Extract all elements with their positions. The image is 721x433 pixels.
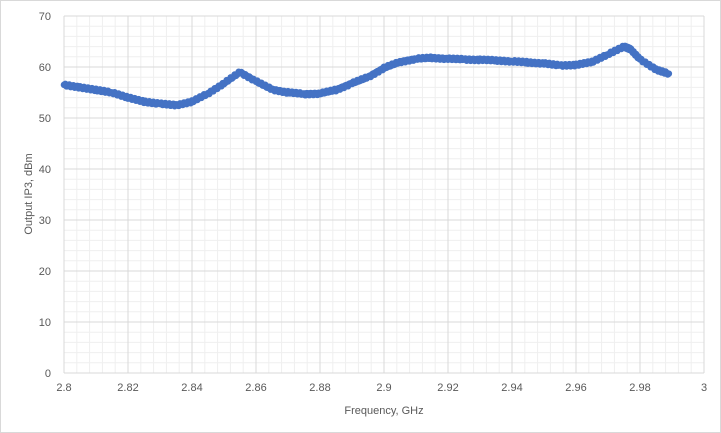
y-tick-label: 70: [39, 11, 51, 23]
x-tick-label: 2.9: [376, 382, 391, 394]
y-axis-title: Output IP3, dBm: [23, 153, 35, 234]
y-tick-label: 0: [45, 368, 51, 380]
x-tick-label: 2.94: [501, 382, 522, 394]
y-tick-labels: 0 10 20 30 40 50 60 70: [39, 11, 51, 380]
x-tick-label: 2.8: [56, 382, 71, 394]
x-tick-label: 2.92: [437, 382, 458, 394]
x-tick-labels: 2.8 2.82 2.84 2.86 2.88 2.9 2.92 2.94 2.96 2.98 3: [56, 382, 707, 394]
y-tick-label: 10: [39, 317, 51, 329]
y-tick-label: 30: [39, 215, 51, 227]
x-tick-label: 2.82: [117, 382, 138, 394]
x-tick-label: 2.88: [309, 382, 330, 394]
y-tick-label: 50: [39, 113, 51, 125]
x-tick-label: 3: [701, 382, 707, 394]
data-point: [665, 70, 673, 77]
y-tick-label: 40: [39, 164, 51, 176]
y-tick-label: 60: [39, 62, 51, 74]
x-axis-title: Frequency, GHz: [344, 405, 423, 417]
x-tick-label: 2.96: [565, 382, 586, 394]
x-tick-label: 2.86: [245, 382, 266, 394]
y-tick-label: 20: [39, 266, 51, 278]
series-1: [60, 42, 673, 110]
x-tick-label: 2.98: [629, 382, 650, 394]
x-tick-label: 2.84: [181, 382, 202, 394]
